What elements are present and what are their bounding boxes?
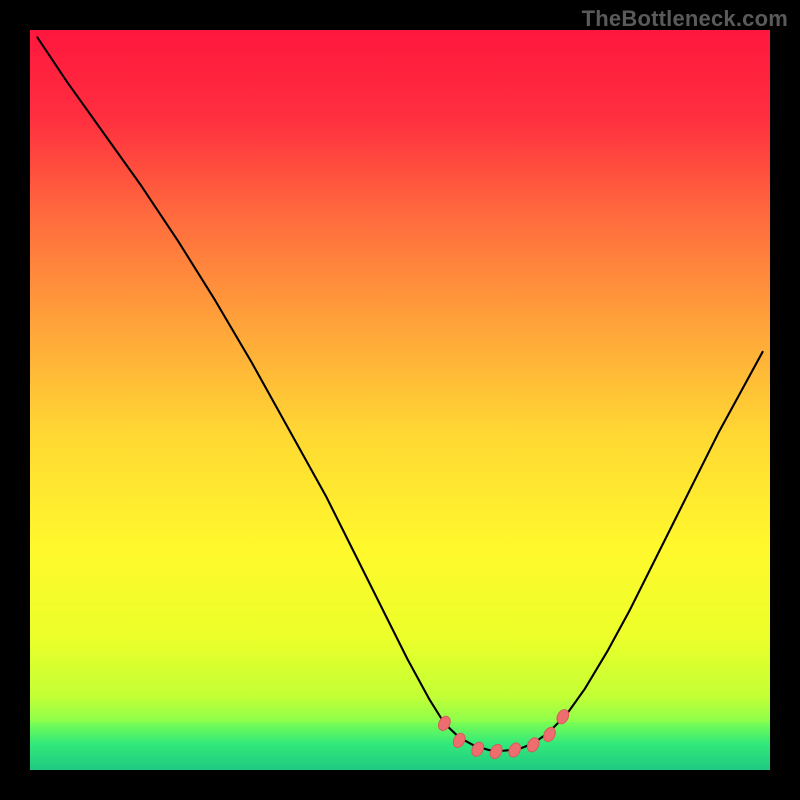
chart-container: TheBottleneck.com bbox=[0, 0, 800, 800]
watermark-text: TheBottleneck.com bbox=[582, 6, 788, 32]
optimal-band bbox=[30, 722, 770, 770]
bottleneck-curve-chart bbox=[30, 30, 770, 770]
gradient-background bbox=[30, 30, 770, 770]
